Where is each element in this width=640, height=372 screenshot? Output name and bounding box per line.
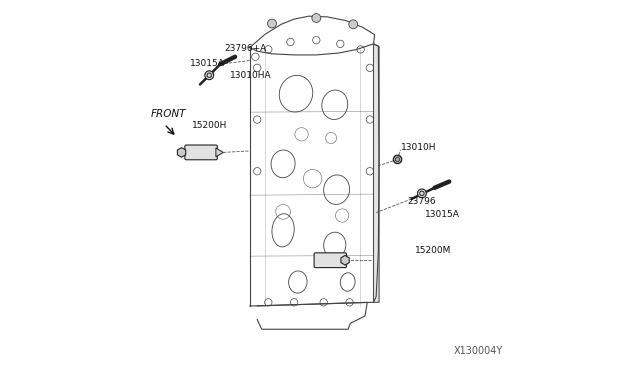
Text: X130004Y: X130004Y: [454, 346, 503, 356]
Text: 23796: 23796: [407, 198, 436, 206]
Polygon shape: [177, 148, 186, 157]
Polygon shape: [374, 44, 379, 302]
Circle shape: [205, 71, 214, 80]
FancyBboxPatch shape: [185, 145, 218, 160]
Text: 13015A: 13015A: [190, 59, 225, 68]
Text: 13015A: 13015A: [425, 210, 460, 219]
FancyBboxPatch shape: [314, 253, 347, 267]
Circle shape: [312, 13, 321, 22]
Polygon shape: [216, 148, 223, 157]
Circle shape: [396, 157, 400, 161]
Text: 13010HA: 13010HA: [230, 71, 272, 80]
Text: 13010H: 13010H: [401, 143, 436, 152]
Circle shape: [349, 20, 358, 29]
Text: 15200H: 15200H: [191, 121, 227, 130]
Text: 15200M: 15200M: [415, 246, 451, 255]
Circle shape: [417, 189, 426, 198]
Text: 23796+A: 23796+A: [224, 44, 266, 53]
Text: FRONT: FRONT: [151, 109, 186, 119]
Circle shape: [268, 19, 276, 28]
Polygon shape: [341, 256, 349, 265]
